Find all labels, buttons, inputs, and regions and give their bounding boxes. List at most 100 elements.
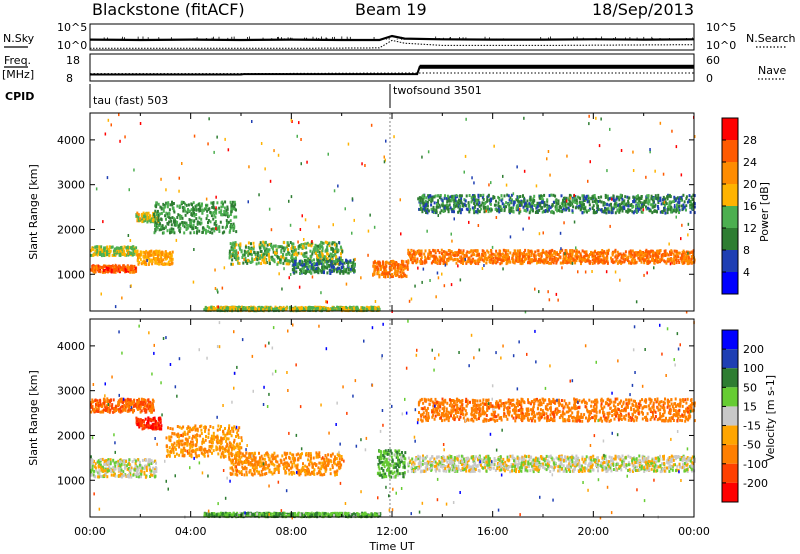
echo-cell [90,253,93,257]
echo-cell [675,249,678,253]
echo-cell [309,260,312,264]
echo-cell [618,198,621,202]
echo-cell [478,204,481,208]
echo-cell [495,249,498,253]
echo-cell [268,262,271,266]
noise-cell [385,264,388,268]
echo-cell [461,208,464,212]
echo-cell [453,202,456,206]
echo-cell [385,269,388,273]
echo-cell [571,210,574,214]
echo-cell [154,260,157,264]
noise-cell [337,184,339,188]
noise-cell [450,232,452,236]
echo-cell [267,306,270,310]
echo-cell [605,211,608,215]
echo-cell [447,204,450,208]
echo-cell [475,249,478,253]
echo-cell [512,203,515,207]
echo-cell [476,249,479,253]
echo-cell [250,260,253,264]
noise-cell [351,231,353,235]
echo-cell [648,260,651,264]
echo-cell [667,207,669,211]
echo-cell [580,200,583,204]
echo-cell [268,248,271,252]
echo-cell [540,259,543,263]
echo-cell [673,195,676,199]
echo-cell [650,194,653,198]
echo-cell [253,250,256,254]
noise-cell [353,218,355,222]
echo-cell [593,211,596,215]
echo-cell [258,243,261,247]
echo-cell [569,249,572,253]
noise-cell [383,155,385,159]
echo-cell [465,207,468,211]
echo-cell [210,308,213,312]
echo-cell [90,268,93,272]
noise-cell [207,142,209,146]
echo-cell [134,250,137,253]
echo-cell [430,254,433,258]
echo-cell [241,253,244,257]
echo-cell [147,211,150,215]
echo-cell [218,230,221,233]
echo-cell [223,306,226,309]
echo-cell [483,257,486,261]
echo-cell [648,200,651,204]
echo-cell [396,263,399,267]
echo-cell [245,251,248,255]
echo-cell [490,257,493,261]
echo-cell [98,247,101,251]
noise-cell [522,227,524,231]
echo-cell [497,254,500,258]
echo-cell [586,259,589,263]
echo-cell [126,253,129,257]
echo-cell [201,231,204,234]
echo-cell [657,260,660,264]
echo-cell [395,261,398,264]
echo-cell [318,253,321,257]
echo-cell [562,202,565,206]
echo-cell [460,197,463,201]
echo-cell [470,200,473,204]
echo-cell [340,261,343,265]
echo-cell [153,231,156,235]
echo-cell [300,243,303,247]
echo-cell [641,251,644,255]
echo-cell [181,220,184,224]
noise-cell [575,246,577,250]
echo-cell [229,255,232,258]
echo-cell [293,253,296,256]
echo-cell [422,196,425,200]
echo-cell [300,252,303,256]
echo-cell [324,249,327,253]
echo-cell [403,264,406,268]
echo-cell [622,199,625,203]
echo-cell [622,252,625,256]
echo-cell [189,223,192,227]
echo-cell [533,257,536,260]
noise-cell [298,285,301,289]
echo-cell [604,193,607,197]
echo-cell [631,249,634,253]
echo-cell [442,256,445,260]
nave-ytick-top: 60 [706,54,720,67]
echo-cell [567,255,570,259]
echo-cell [319,255,322,259]
echo-cell [684,256,687,260]
noise-cell [230,207,232,211]
noise-cell [495,216,498,219]
echo-cell [673,249,676,253]
echo-cell [328,254,330,258]
echo-cell [319,268,322,272]
echo-cell [588,196,591,200]
echo-cell [592,195,595,199]
echo-cell [645,207,648,211]
echo-cell [323,255,326,259]
echo-cell [498,210,501,214]
echo-cell [242,308,245,312]
echo-cell [535,210,538,213]
echo-cell [693,205,696,209]
